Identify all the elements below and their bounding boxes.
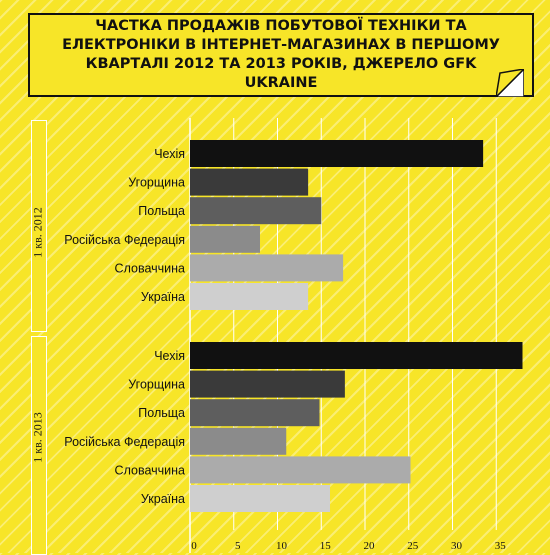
chart-title: ЧАСТКА ПРОДАЖІВ ПОБУТОВОЇ ТЕХНІКИ ТА ЕЛЕ… <box>62 18 500 91</box>
x-tick-label-30: 30 <box>451 540 463 552</box>
x-tick-label-5: 5 <box>235 540 241 552</box>
bar-2013-5 <box>190 485 330 512</box>
category-label-2013-2: Польща <box>138 406 185 420</box>
category-label-2013-3: Російська Федерація <box>64 435 185 449</box>
bar-2013-0 <box>190 342 523 369</box>
category-label-2013-1: Угорщина <box>128 378 185 392</box>
x-tick-label-15: 15 <box>320 540 332 552</box>
bar-2013-2 <box>190 399 320 427</box>
bar-2012-5 <box>190 283 309 310</box>
bar-2012-1 <box>190 168 309 196</box>
folded-corner-icon <box>496 69 524 97</box>
bar-2013-4 <box>190 456 411 484</box>
category-label-2012-5: Україна <box>141 290 185 304</box>
x-tick-label-20: 20 <box>364 540 376 552</box>
bar-2012-3 <box>190 225 260 253</box>
bar-2012-2 <box>190 197 322 225</box>
x-tick-label-35: 35 <box>495 540 507 552</box>
bar-2013-1 <box>190 370 345 398</box>
category-label-2013-5: Україна <box>141 492 185 506</box>
chart-title-box: ЧАСТКА ПРОДАЖІВ ПОБУТОВОЇ ТЕХНІКИ ТА ЕЛЕ… <box>28 13 534 97</box>
category-label-2012-2: Польща <box>138 204 185 218</box>
period-box-2012 <box>31 120 47 332</box>
category-label-2013-4: Словаччина <box>115 463 186 477</box>
bar-2012-4 <box>190 254 344 282</box>
category-label-2012-1: Угорщина <box>128 176 185 190</box>
x-tick-label-25: 25 <box>407 540 419 552</box>
x-tick-label-0: 0 <box>191 540 197 552</box>
bar-2012-0 <box>190 140 484 167</box>
category-label-2012-4: Словаччина <box>115 261 186 275</box>
bar-2013-3 <box>190 427 287 455</box>
category-label-2012-0: Чехія <box>154 147 185 161</box>
x-tick-label-10: 10 <box>276 540 288 552</box>
category-label-2013-0: Чехія <box>154 349 185 363</box>
category-label-2012-3: Російська Федерація <box>64 233 185 247</box>
